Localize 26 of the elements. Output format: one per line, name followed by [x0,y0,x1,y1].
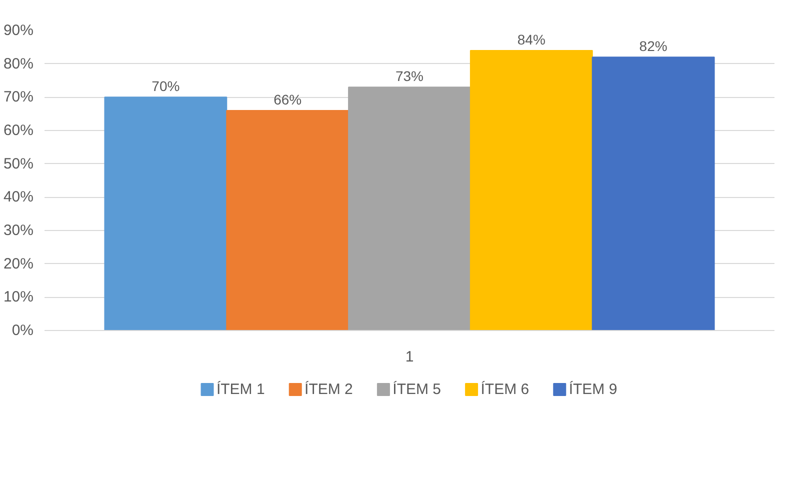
legend-label: ÍTEM 6 [480,380,530,398]
legend-label: ÍTEM 2 [304,380,353,398]
data-label: 84% [517,32,546,48]
x-tick-label: 1 [405,348,414,366]
y-tick-label: 50% [3,155,34,172]
bar [226,110,350,330]
bar [104,96,228,330]
data-label: 73% [395,68,424,84]
bar [348,86,471,330]
y-tick-label: 10% [3,288,34,306]
bar [592,56,715,330]
data-label: 66% [274,92,302,108]
y-tick-label: 90% [3,22,34,39]
legend-label: ÍTEM 5 [392,380,441,398]
bar [470,50,593,330]
data-label: 82% [639,38,668,54]
y-tick-label: 20% [3,255,34,272]
data-label: 70% [152,78,180,94]
legend-label: ÍTEM 1 [216,380,265,398]
y-tick-label: 40% [3,188,34,206]
y-tick-label: 70% [3,88,34,106]
y-tick-label: 30% [3,222,34,239]
y-tick-label: 80% [3,55,34,72]
legend-label: ÍTEM 9 [568,380,618,398]
y-tick-label: 0% [12,322,34,339]
y-tick-label: 60% [3,122,34,139]
